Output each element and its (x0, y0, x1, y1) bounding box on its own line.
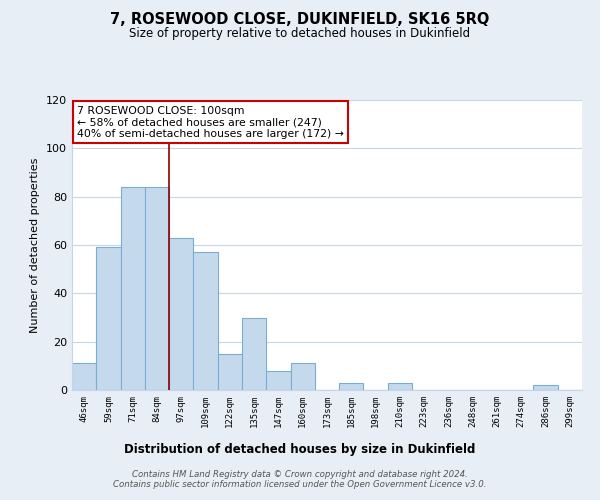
Bar (388, 383, 412, 390)
Bar (145, 187, 169, 390)
Bar (96, 248, 121, 390)
Bar (193, 252, 218, 390)
Bar (218, 354, 242, 390)
Text: 7 ROSEWOOD CLOSE: 100sqm
← 58% of detached houses are smaller (247)
40% of semi-: 7 ROSEWOOD CLOSE: 100sqm ← 58% of detach… (77, 106, 344, 139)
Bar (242, 318, 266, 390)
Bar (72, 364, 96, 390)
Text: Contains public sector information licensed under the Open Government Licence v3: Contains public sector information licen… (113, 480, 487, 489)
Y-axis label: Number of detached properties: Number of detached properties (31, 158, 40, 332)
Text: Contains HM Land Registry data © Crown copyright and database right 2024.: Contains HM Land Registry data © Crown c… (132, 470, 468, 479)
Bar (290, 364, 315, 390)
Text: 7, ROSEWOOD CLOSE, DUKINFIELD, SK16 5RQ: 7, ROSEWOOD CLOSE, DUKINFIELD, SK16 5RQ (110, 12, 490, 28)
Bar (339, 383, 364, 390)
Bar (266, 370, 290, 390)
Text: Distribution of detached houses by size in Dukinfield: Distribution of detached houses by size … (124, 442, 476, 456)
Bar (533, 385, 558, 390)
Bar (121, 187, 145, 390)
Bar (169, 238, 193, 390)
Text: Size of property relative to detached houses in Dukinfield: Size of property relative to detached ho… (130, 28, 470, 40)
